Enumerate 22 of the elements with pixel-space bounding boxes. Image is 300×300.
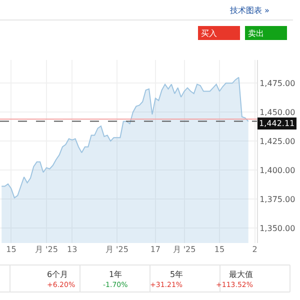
y-tick-label: 1,400.00 [260,166,296,175]
x-tick-label: 月 '25 [172,245,196,254]
y-tick-label: 1,425.00 [260,136,296,146]
y-tick-label: 1,475.00 [260,78,296,88]
x-tick-label: 15 [6,245,16,254]
text: 6个月 [47,270,68,279]
y-tick-label: 1,375.00 [260,194,296,204]
text: 卖出 [248,29,264,38]
text: 1年 [109,270,122,279]
text: 买入 [201,29,217,38]
x-tick-label: 月 '25 [35,245,58,254]
y-tick-label: 1,450.00 [260,108,296,117]
x-tick-label: 13 [67,245,78,254]
x-tick-label: 15 [214,245,225,254]
text: 最大值 [229,270,253,279]
ref-line-label: 1,442.11 [259,119,295,128]
text: 5年 [170,270,184,279]
x-tick-label: 2 [252,245,258,254]
x-tick-label: 月 '25 [106,245,128,254]
y-tick-label: 1,350.00 [260,224,296,233]
text: 技术图表 » [229,6,270,15]
x-tick-label: 17 [150,245,161,254]
